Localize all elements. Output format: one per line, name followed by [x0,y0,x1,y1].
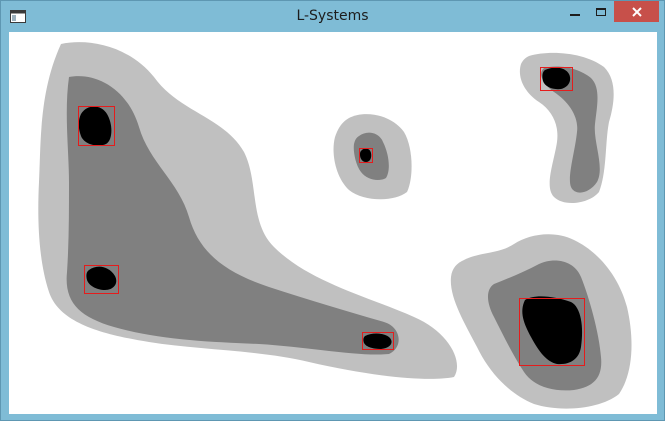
region-bottom-right [450,234,632,409]
minimize-icon [570,13,580,16]
marker-box [84,265,119,294]
maximize-icon [596,7,606,16]
title-bar[interactable]: L-Systems [1,1,664,31]
marker-box [519,298,585,366]
l-systems-canvas[interactable] [9,32,657,414]
marker-box [540,67,573,91]
close-icon [631,6,642,17]
middle-region [353,132,389,180]
minimize-button[interactable] [562,1,588,22]
window-app-icon[interactable] [10,10,26,23]
core-region [522,296,583,365]
region-large-left [38,42,458,379]
region-top-right [519,52,614,204]
core-region [360,148,372,162]
marker-boxes [78,67,585,366]
marker-box [359,148,373,163]
middle-region [541,66,600,193]
core-region [363,333,392,349]
core-region [542,67,571,90]
marker-box [78,106,115,146]
core-region [86,266,117,290]
core-region [78,106,112,146]
close-button[interactable] [614,1,659,22]
visualization-svg [38,42,632,409]
window-title: L-Systems [296,8,369,24]
middle-region [66,76,399,355]
marker-box [362,332,394,350]
maximize-button[interactable] [588,1,614,22]
